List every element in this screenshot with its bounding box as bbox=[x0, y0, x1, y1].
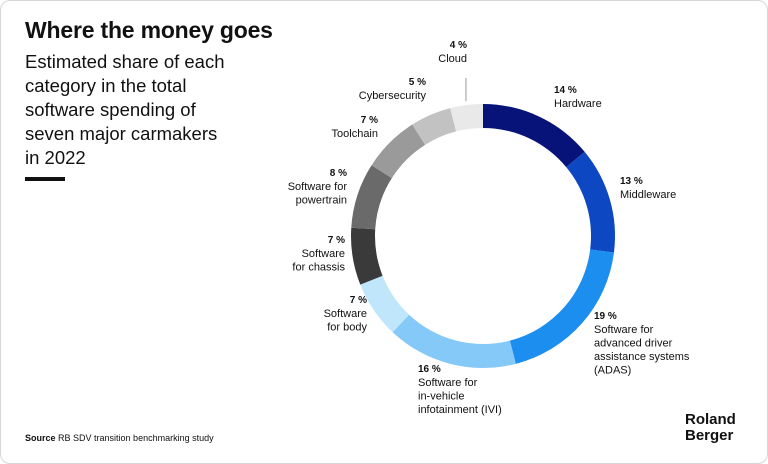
chart-subtitle: Estimated share of each category in the … bbox=[25, 51, 225, 168]
value-label-cloud: 4 % bbox=[450, 40, 467, 51]
value-label-software-for-chassis: 7 % bbox=[328, 235, 345, 246]
value-label-hardware: 14 % bbox=[554, 85, 577, 96]
value-label-cybersecurity: 5 % bbox=[409, 77, 426, 88]
title-rule bbox=[25, 177, 65, 181]
slice-hardware bbox=[483, 104, 585, 168]
source-note: Source RB SDV transition benchmarking st… bbox=[25, 433, 214, 443]
slice-cloud bbox=[450, 104, 483, 132]
slice-middleware bbox=[566, 151, 615, 253]
page-title: Where the money goes bbox=[25, 17, 273, 43]
category-label-middleware: Middleware bbox=[620, 189, 676, 201]
slice-cybersecurity bbox=[412, 108, 457, 145]
value-label-software-for-body: 7 % bbox=[350, 295, 367, 306]
slice-toolchain bbox=[371, 124, 426, 179]
slice-software-for-advanced-driver-assistance-systems-adas bbox=[509, 249, 614, 364]
value-label-middleware: 13 % bbox=[620, 176, 643, 187]
value-label-software-for-in-vehicle-infotainment-ivi: 16 % bbox=[418, 364, 441, 375]
category-label-toolchain: Toolchain bbox=[332, 128, 378, 140]
category-label-software-for-in-vehicle-infotainment-ivi: Software for in-vehicle infotainment (IVI) bbox=[418, 377, 502, 416]
category-label-software-for-chassis: Software for chassis bbox=[292, 248, 345, 274]
value-label-toolchain: 7 % bbox=[361, 115, 378, 126]
category-label-cloud: Cloud bbox=[438, 53, 467, 65]
slice-software-for-powertrain bbox=[351, 165, 392, 230]
category-label-hardware: Hardware bbox=[554, 98, 602, 110]
category-label-cybersecurity: Cybersecurity bbox=[359, 90, 427, 102]
category-label-software-for-powertrain: Software for powertrain bbox=[288, 181, 348, 207]
value-label-software-for-powertrain: 8 % bbox=[330, 168, 347, 179]
slice-software-for-in-vehicle-infotainment-ivi bbox=[392, 314, 516, 368]
category-label-software-for-body: Software for body bbox=[324, 308, 368, 334]
source-prefix: Source bbox=[25, 433, 56, 443]
slice-software-for-chassis bbox=[351, 227, 383, 285]
slice-software-for-body bbox=[360, 275, 410, 333]
category-label-software-for-advanced-driver-assistance-systems-adas: Software for advanced driver assistance sy… bbox=[594, 324, 690, 377]
source-text: RB SDV transition benchmarking study bbox=[58, 433, 214, 443]
value-label-software-for-advanced-driver-assistance-systems-adas: 19 % bbox=[594, 311, 617, 322]
brand-logo: Roland Berger bbox=[685, 411, 736, 444]
